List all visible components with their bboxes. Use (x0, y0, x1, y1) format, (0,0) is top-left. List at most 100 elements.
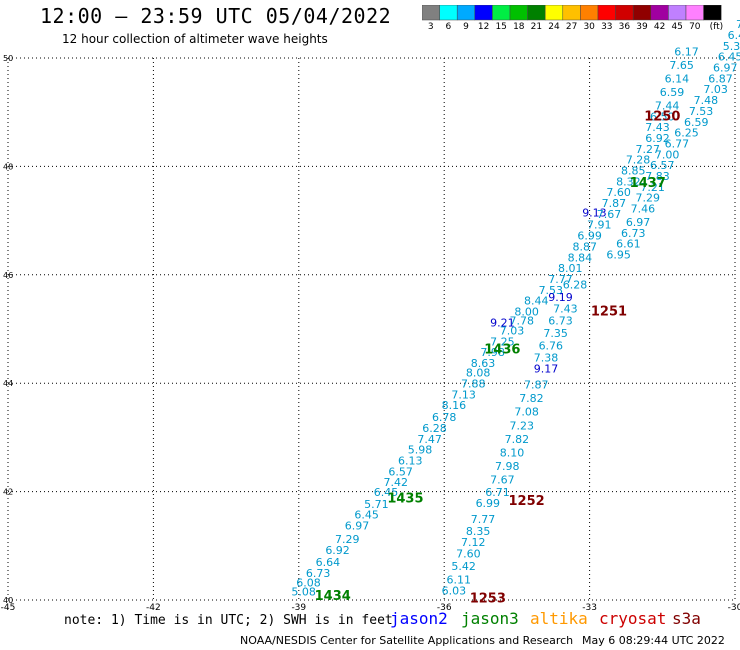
units-note: note: 1) Time is in UTC; 2) SWH is in fe… (64, 613, 393, 628)
swh-value: 7.53 (539, 284, 564, 297)
swh-value: 8.85 (621, 165, 646, 178)
swh-value: 6.73 (548, 315, 573, 328)
swh-value: 7.78 (509, 315, 534, 328)
swh-value: 7.46 (631, 202, 656, 215)
altimeter-map: -45 -42 -39 -36 -33 -304042444648505.086.086.… (1, 18, 740, 610)
swh-value: 7.21 (640, 181, 665, 194)
lon-tick-label: -30 (728, 603, 740, 610)
scale-label: 36 (618, 22, 631, 32)
swh-value: 6.08 (296, 576, 321, 589)
swh-value: 7.00 (655, 148, 680, 161)
swh-value: 8.63 (471, 357, 496, 370)
swh-value: 7.88 (461, 378, 486, 391)
scale-label: 45 (671, 22, 683, 32)
swh-value: 7.53 (689, 105, 714, 118)
swh-value: 5.42 (451, 560, 476, 573)
swh-value: 8.44 (524, 295, 549, 308)
swh-value: 6.28 (563, 278, 588, 291)
swh-value: 9.17 (534, 362, 559, 375)
swh-value: 6.11 (446, 574, 471, 587)
swh-value: 6.77 (665, 137, 690, 150)
swh-value: 7.60 (456, 548, 481, 561)
scale-label: 3 (427, 22, 434, 32)
swh-value: 7.03 (703, 83, 728, 96)
swh-value: 6.57 (388, 465, 413, 478)
color-scale-labels: 3 6 9 12 15 18 21 24 27 30 33 36 39 42 45 70 (ft) (422, 22, 740, 34)
swh-value: 6.45 (718, 51, 740, 64)
mission-cryosat: cryosat (599, 609, 667, 628)
swh-value: 6.45 (354, 509, 379, 522)
scale-label: (ft) (709, 22, 724, 32)
swh-value: 7.12 (461, 536, 486, 549)
swh-value: 9.21 (490, 316, 515, 329)
scale-label: 15 (495, 22, 507, 32)
swh-value: 7.25 (490, 335, 515, 348)
swh-value: 7.83 (645, 170, 670, 183)
lat-tick-label: 44 (3, 379, 13, 388)
swh-value: 6.99 (577, 230, 602, 243)
swh-value: 8.32 (616, 175, 641, 188)
swh-value: 6.25 (674, 127, 699, 140)
swh-value: 7.13 (451, 388, 476, 401)
swh-value: 6.99 (476, 497, 501, 510)
swh-value: 7.82 (519, 392, 544, 405)
swh-value: 6.17 (674, 45, 699, 58)
swh-value: 6.92 (325, 544, 350, 557)
pass-time-label: 1251 (591, 304, 627, 319)
swh-value: 9.13 (582, 206, 607, 219)
swh-value: 5.71 (364, 498, 389, 511)
scale-label: 24 (548, 22, 560, 32)
swh-value: 7.67 (490, 473, 515, 486)
lat-tick-label: 42 (3, 488, 13, 497)
map-title: 12:00 – 23:59 UTC 05/04/2022 (40, 4, 392, 28)
scale-label: 70 (689, 22, 701, 32)
lon-tick-label: -36 (437, 603, 452, 610)
swh-value: 6.97 (345, 520, 370, 533)
scale-label: 18 (513, 22, 525, 32)
swh-value: 6.43 (728, 29, 740, 42)
lat-tick-label: 46 (3, 271, 13, 280)
swh-value: 7.27 (636, 143, 661, 156)
swh-value: 6.59 (660, 86, 685, 99)
swh-value: 8.35 (466, 525, 491, 538)
swh-value: 7.08 (514, 406, 539, 419)
swh-value: 7.47 (417, 433, 442, 446)
swh-value: 6.45 (374, 486, 399, 499)
mission-jason2: jason2 (390, 609, 448, 628)
swh-value: 5.08 (291, 586, 316, 599)
swh-value: 6.95 (606, 249, 631, 262)
swh-value: 6.03 (442, 585, 467, 598)
scale-label: 30 (583, 22, 595, 32)
swh-value: 7.98 (495, 460, 520, 473)
mission-s3a: s3a (672, 609, 701, 628)
swh-value: 7.82 (505, 433, 530, 446)
scale-label: 21 (530, 22, 543, 32)
swh-value: 6.61 (616, 238, 641, 251)
swh-value: 6.28 (422, 422, 447, 435)
pass-time-label: 1434 (315, 589, 351, 604)
swh-value: 6.92 (645, 132, 670, 145)
swh-value: 7.43 (553, 303, 578, 316)
swh-value: 6.50 (650, 110, 675, 123)
swh-value: 6.13 (398, 455, 423, 468)
swh-value: 8.10 (500, 446, 525, 459)
scale-label: 42 (653, 22, 666, 32)
scale-label: 39 (636, 22, 648, 32)
swh-value: 7.60 (606, 186, 631, 199)
swh-value: 7.48 (694, 94, 719, 107)
swh-value: 8.08 (466, 367, 491, 380)
swh-value: 8.84 (568, 251, 593, 264)
swh-value: 7.0 (736, 18, 740, 31)
swh-value: 8.87 (573, 240, 598, 253)
swh-value: 5.98 (408, 444, 433, 457)
swh-value: 8.00 (514, 305, 539, 318)
scale-swatch (703, 5, 722, 21)
swh-value: 7.65 (669, 59, 694, 72)
swh-value: 7.44 (655, 99, 680, 112)
lon-tick-label: -45 (1, 603, 16, 610)
lat-tick-label: 50 (3, 54, 13, 63)
swh-value: 7.29 (335, 533, 360, 546)
swh-value: 6.97 (713, 62, 738, 75)
pass-time-label: 1437 (630, 176, 666, 191)
pass-time-label: 1435 (387, 491, 423, 506)
